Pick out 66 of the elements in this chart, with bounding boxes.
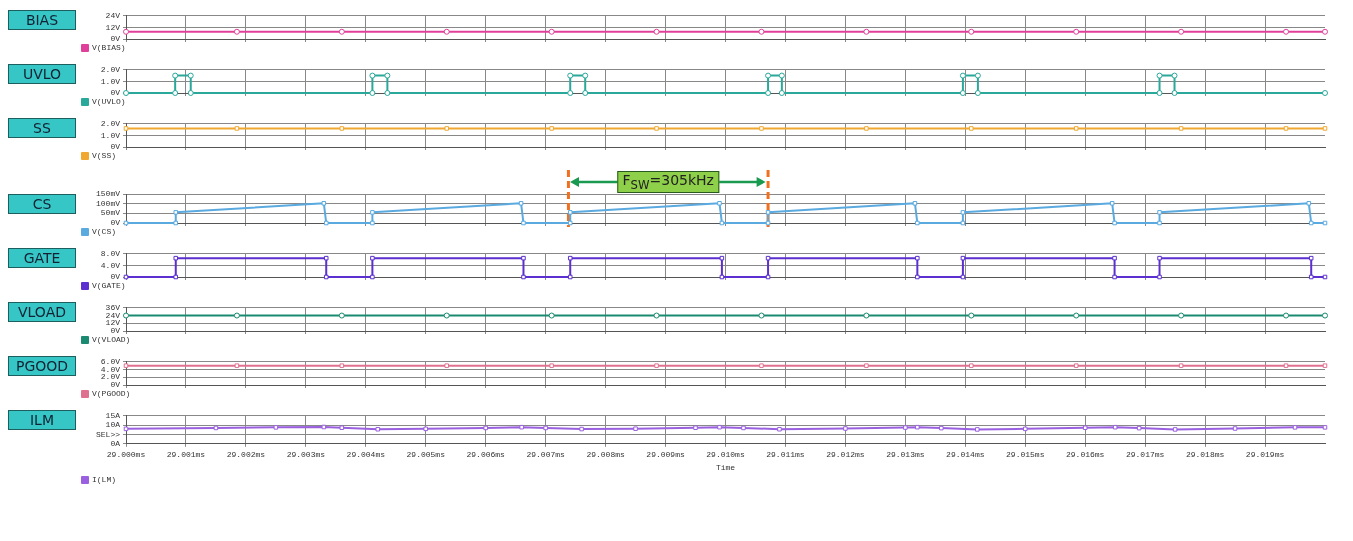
- y-tick-label: 2.0V: [100, 64, 121, 74]
- y-tick-label: 0A: [110, 438, 121, 448]
- y-tick-label: 36V: [105, 302, 121, 312]
- y-tick-label: 24V: [105, 10, 121, 20]
- x-tick-label: 29.006ms: [466, 449, 506, 459]
- chart-title: BIAS: [8, 10, 76, 30]
- legend-label: V(SS): [92, 151, 117, 161]
- y-tick-label: 0V: [110, 326, 121, 336]
- chart-title: CS: [8, 194, 76, 214]
- chart-title: VLOAD: [8, 302, 76, 322]
- y-tick-label: 24V: [105, 310, 121, 320]
- y-tick-label: 0V: [110, 88, 121, 98]
- x-tick-label: 29.009ms: [646, 449, 685, 459]
- x-tick-label: 29.007ms: [526, 449, 566, 459]
- y-tick-label: 100mV: [95, 198, 121, 208]
- x-tick-label: 29.016ms: [1066, 449, 1105, 459]
- x-tick-label: 29.017ms: [1125, 449, 1165, 459]
- x-axis-title: Time: [715, 463, 736, 473]
- x-tick-label: 29.000ms: [106, 449, 146, 459]
- legend-label: I(LM): [92, 475, 117, 485]
- x-tick-label: 29.011ms: [766, 449, 805, 459]
- chart-title: SS: [8, 118, 76, 138]
- x-tick-label: 29.015ms: [1006, 449, 1045, 459]
- x-tick-label: 29.019ms: [1245, 449, 1285, 459]
- y-tick-label: 0V: [110, 272, 121, 282]
- y-tick-label: 12V: [105, 318, 121, 328]
- x-tick-label: 29.008ms: [586, 449, 625, 459]
- y-tick-label: 4.0V: [100, 260, 121, 270]
- y-tick-label: 2.0V: [100, 118, 121, 128]
- legend-label: V(GATE): [92, 281, 126, 291]
- x-tick-label: 29.001ms: [166, 449, 206, 459]
- x-tick-label: 29.003ms: [286, 449, 326, 459]
- y-tick-label: 6.0V: [100, 356, 121, 366]
- y-tick-label: 12V: [105, 22, 121, 32]
- x-tick-label: 29.010ms: [706, 449, 745, 459]
- y-tick-label: 150mV: [95, 189, 121, 199]
- y-tick-label: SEL>>: [95, 429, 121, 439]
- y-tick-label: 10A: [105, 420, 121, 430]
- x-tick-label: 29.002ms: [226, 449, 266, 459]
- y-tick-label: 0V: [110, 34, 121, 44]
- legend-label: V(PGOOD): [92, 389, 131, 399]
- y-tick-label: 8.0V: [100, 248, 121, 258]
- y-tick-label: 15A: [105, 410, 121, 420]
- y-tick-label: 0V: [110, 218, 121, 228]
- x-tick-label: 29.012ms: [826, 449, 865, 459]
- chart-title: ILM: [8, 410, 76, 430]
- y-tick-label: 1.0V: [100, 130, 121, 140]
- y-tick-label: 0V: [110, 142, 121, 152]
- x-tick-label: 29.013ms: [886, 449, 925, 459]
- y-tick-label: 1.0V: [100, 76, 121, 86]
- text: F$_{SW}$=305kHz: [617, 171, 719, 193]
- y-tick-label: 50mV: [100, 208, 121, 218]
- chart-title: UVLO: [8, 64, 76, 84]
- x-tick-label: 29.004ms: [346, 449, 386, 459]
- y-tick-label: 0V: [110, 380, 121, 390]
- y-tick-label: 2.0V: [100, 372, 121, 382]
- x-tick-label: 29.018ms: [1185, 449, 1225, 459]
- legend-label: V(UVLO): [92, 97, 126, 107]
- legend-label: V(BIAS): [92, 43, 126, 53]
- chart-title: PGOOD: [8, 356, 76, 376]
- x-tick-label: 29.014ms: [946, 449, 985, 459]
- legend-label: V(CS): [92, 227, 117, 237]
- legend-label: V(VLOAD): [92, 335, 131, 345]
- chart-title: GATE: [8, 248, 76, 268]
- y-tick-label: 4.0V: [100, 364, 121, 374]
- x-tick-label: 29.005ms: [406, 449, 446, 459]
